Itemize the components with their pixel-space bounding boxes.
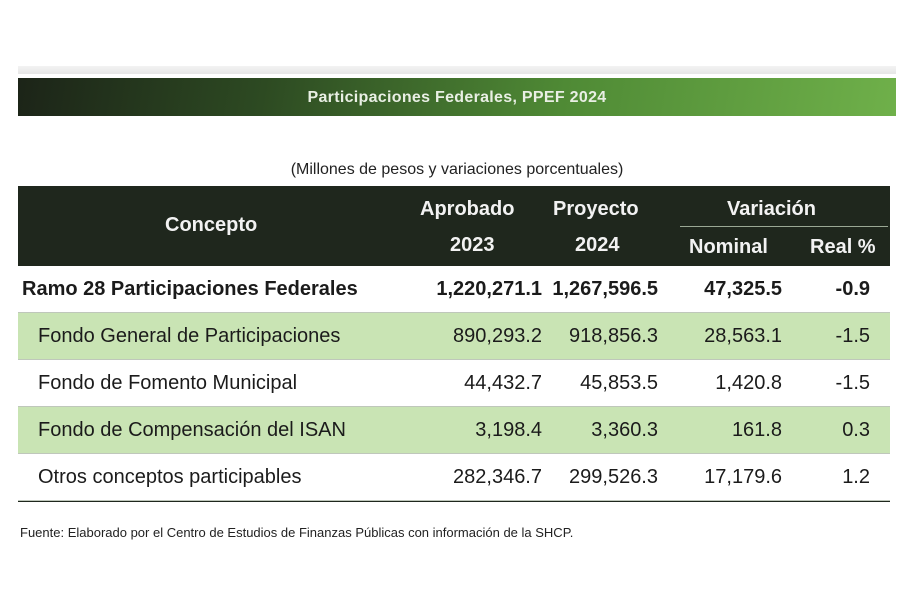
- header-proyecto: Proyecto: [553, 198, 639, 220]
- row-aprobado: 890,293.2: [453, 325, 542, 347]
- row-aprobado: 1,220,271.1: [436, 278, 542, 300]
- table-row: Fondo de Fomento Municipal 44,432.7 45,8…: [18, 360, 890, 407]
- table-bottom-rule: [18, 500, 890, 502]
- row-proyecto: 918,856.3: [569, 325, 658, 347]
- row-real: -1.5: [835, 372, 870, 394]
- row-concepto: Fondo General de Participaciones: [38, 325, 341, 347]
- row-proyecto: 3,360.3: [591, 419, 658, 441]
- row-concepto: Fondo de Compensación del ISAN: [38, 419, 346, 441]
- participaciones-table: Concepto Aprobado 2023 Proyecto 2024 Var…: [18, 186, 890, 502]
- top-strip: [18, 66, 896, 74]
- header-concepto: Concepto: [165, 214, 258, 236]
- row-aprobado: 3,198.4: [475, 419, 542, 441]
- row-nominal: 17,179.6: [704, 466, 782, 488]
- table-row: Ramo 28 Participaciones Federales 1,220,…: [18, 266, 890, 313]
- header-real: Real %: [810, 236, 876, 258]
- row-proyecto: 1,267,596.5: [552, 278, 658, 300]
- banner-title: Participaciones Federales, PPEF 2024: [307, 89, 607, 106]
- table-row: Fondo de Compensación del ISAN 3,198.4 3…: [18, 407, 890, 454]
- table-row: Fondo General de Participaciones 890,293…: [18, 313, 890, 360]
- row-concepto: Fondo de Fomento Municipal: [38, 372, 298, 394]
- source-note: Fuente: Elaborado por el Centro de Estud…: [20, 525, 574, 540]
- header-proyecto-year: 2024: [575, 234, 620, 256]
- row-nominal: 47,325.5: [704, 278, 782, 300]
- row-real: 0.3: [842, 419, 870, 441]
- row-real: 1.2: [842, 466, 870, 488]
- row-nominal: 28,563.1: [704, 325, 782, 347]
- row-proyecto: 299,526.3: [569, 466, 658, 488]
- row-concepto: Otros conceptos participables: [38, 466, 302, 488]
- row-aprobado: 282,346.7: [453, 466, 542, 488]
- table-header: Concepto Aprobado 2023 Proyecto 2024 Var…: [18, 186, 890, 266]
- row-nominal: 1,420.8: [715, 372, 782, 394]
- row-aprobado: 44,432.7: [464, 372, 542, 394]
- header-variacion: Variación: [727, 198, 816, 220]
- row-concepto: Ramo 28 Participaciones Federales: [22, 278, 358, 300]
- row-nominal: 161.8: [731, 419, 782, 441]
- table-row: Otros conceptos participables 282,346.7 …: [18, 454, 890, 501]
- header-aprobado: Aprobado: [420, 198, 515, 220]
- title-banner: Participaciones Federales, PPEF 2024: [18, 78, 896, 116]
- table-subtitle: (Millones de pesos y variaciones porcent…: [290, 161, 624, 178]
- row-real: -1.5: [835, 325, 870, 347]
- header-nominal: Nominal: [689, 236, 768, 258]
- row-proyecto: 45,853.5: [580, 372, 658, 394]
- header-aprobado-year: 2023: [450, 234, 495, 256]
- row-real: -0.9: [835, 278, 870, 300]
- variacion-divider: [680, 226, 888, 227]
